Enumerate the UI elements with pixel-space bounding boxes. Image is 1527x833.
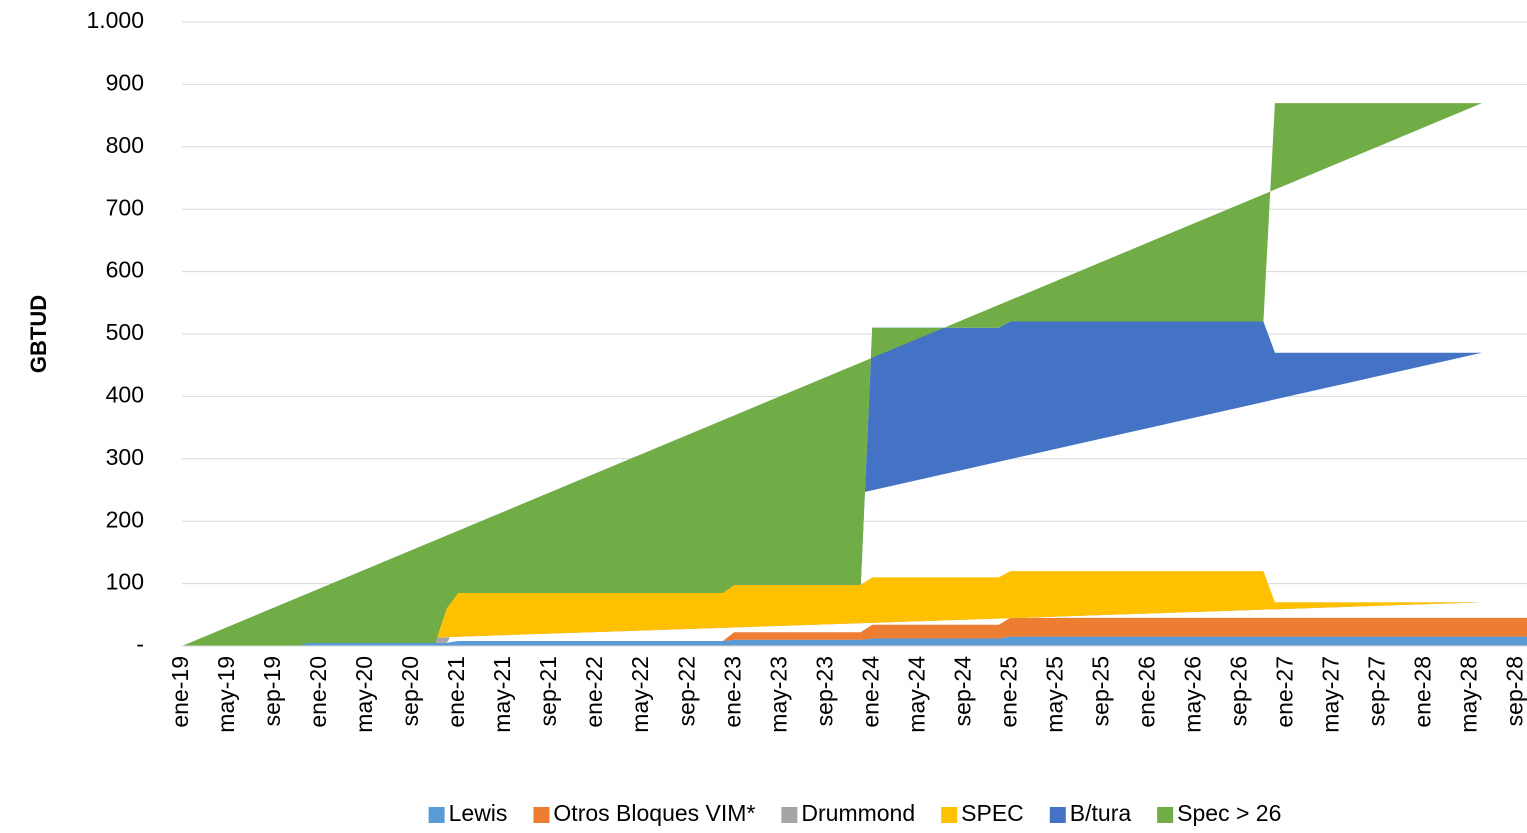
- x-tick-label: may-26: [1179, 656, 1205, 733]
- x-tick-label: ene-25: [995, 656, 1021, 728]
- legend-swatch: [533, 807, 550, 823]
- x-tick-label: may-21: [489, 656, 515, 733]
- legend-swatch: [941, 807, 958, 823]
- y-tick-label: 200: [106, 506, 144, 532]
- legend: Lewis Otros Bloques VIM* Drummond SPEC B/tur…: [428, 800, 1281, 826]
- x-tick-label: may-25: [1041, 656, 1067, 733]
- x-tick-label: sep-27: [1364, 656, 1390, 726]
- x-tick-label: sep-22: [673, 656, 699, 726]
- y-tick-label: 500: [106, 319, 144, 345]
- x-tick-label: sep-23: [811, 656, 837, 726]
- x-tick-label: may-22: [627, 656, 653, 733]
- x-tick-label: ene-24: [857, 656, 883, 728]
- x-tick-label: ene-22: [581, 656, 607, 728]
- x-tick-label: sep-25: [1087, 656, 1113, 726]
- legend-label: Otros Bloques VIM*: [553, 800, 755, 826]
- x-tick-label: ene-28: [1410, 656, 1436, 728]
- legend-swatch: [1049, 807, 1066, 823]
- x-tick-label: may-20: [351, 656, 377, 733]
- y-tick-label: 900: [106, 69, 144, 95]
- legend-label: Lewis: [449, 800, 508, 826]
- x-tick-label: ene-21: [443, 656, 469, 728]
- x-tick-label: sep-26: [1225, 656, 1251, 726]
- y-tick-label: 400: [106, 381, 144, 407]
- x-tick-label: may-24: [903, 656, 929, 733]
- area: [182, 321, 1482, 646]
- x-tick-label: sep-19: [259, 656, 285, 726]
- x-tick-label: may-28: [1456, 656, 1482, 733]
- area: [182, 103, 1482, 647]
- area: [182, 617, 1527, 646]
- y-tick-label: 300: [106, 444, 144, 470]
- x-tick-label: sep-24: [949, 656, 975, 727]
- legend-label: Drummond: [801, 800, 915, 826]
- y-tick-label: 700: [106, 194, 144, 220]
- x-tick-label: sep-21: [535, 656, 561, 726]
- x-tick-label: sep-20: [397, 656, 423, 726]
- legend-label: Spec > 26: [1177, 800, 1281, 826]
- legend-swatch: [1157, 807, 1174, 823]
- x-tick-label: may-23: [765, 656, 791, 733]
- legend-swatch: [428, 807, 445, 823]
- y-tick-label: 1.000: [86, 7, 144, 33]
- x-tick-label: ene-23: [719, 656, 745, 728]
- x-tick-label: ene-19: [167, 656, 193, 728]
- x-tick-label: ene-26: [1133, 656, 1159, 728]
- x-tick-label: ene-27: [1271, 656, 1297, 728]
- legend-swatch: [781, 807, 798, 823]
- x-tick-label: sep-28: [1502, 656, 1527, 726]
- area: [182, 636, 1527, 646]
- y-tick-label: 800: [106, 132, 144, 158]
- y-tick-label: -: [136, 631, 144, 657]
- x-tick-label: may-19: [213, 656, 239, 733]
- area: [182, 571, 1482, 646]
- y-axis-title: GBTUD: [26, 295, 51, 373]
- x-tick-label: ene-20: [305, 656, 331, 728]
- x-tick-label: may-27: [1318, 656, 1344, 733]
- y-tick-label: 100: [106, 569, 144, 595]
- y-tick-label: 600: [106, 257, 144, 283]
- legend-label: B/tura: [1070, 800, 1132, 826]
- legend-label: SPEC: [961, 800, 1024, 826]
